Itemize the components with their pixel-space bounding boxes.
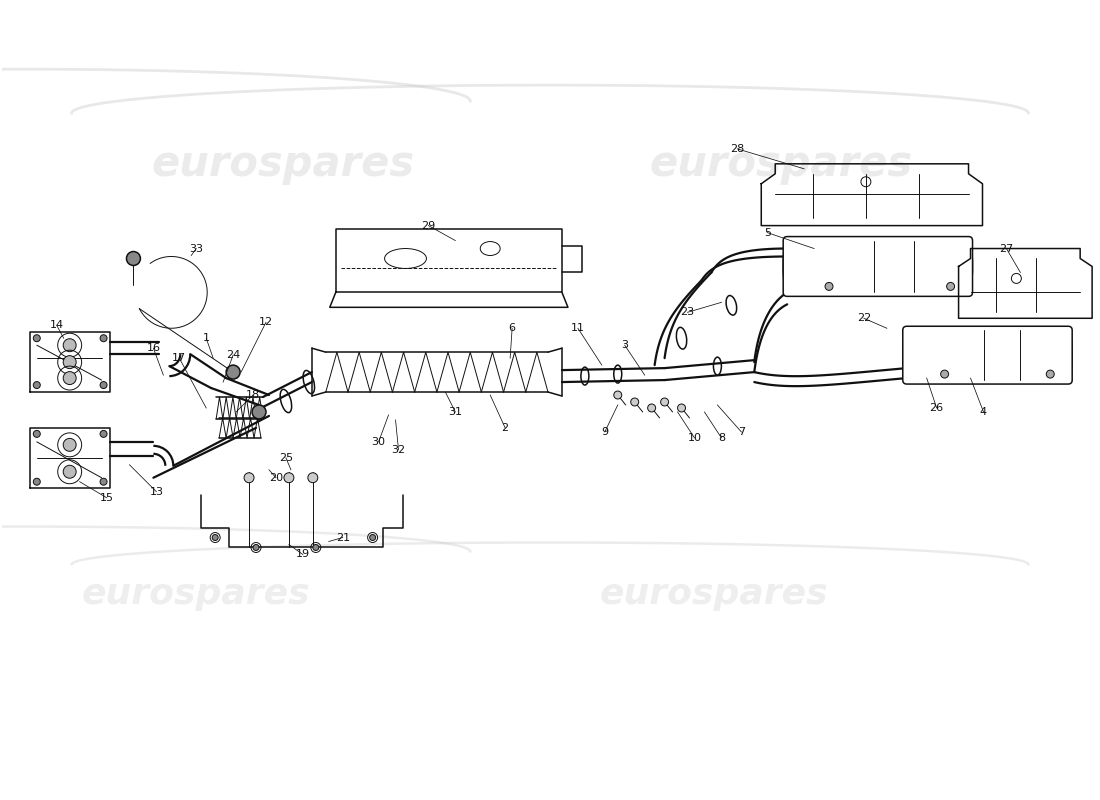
Text: 32: 32 — [392, 445, 406, 455]
Circle shape — [212, 534, 218, 541]
Circle shape — [244, 473, 254, 482]
FancyBboxPatch shape — [903, 326, 1072, 384]
Text: 31: 31 — [449, 407, 462, 417]
Text: 33: 33 — [189, 243, 204, 254]
Circle shape — [63, 438, 76, 451]
Text: 20: 20 — [268, 473, 283, 482]
Text: 15: 15 — [99, 493, 113, 502]
Circle shape — [252, 405, 266, 419]
Text: 27: 27 — [999, 243, 1013, 254]
Circle shape — [100, 382, 107, 389]
Circle shape — [33, 478, 41, 486]
Text: 23: 23 — [681, 307, 694, 318]
Text: 30: 30 — [372, 437, 386, 447]
Text: 9: 9 — [602, 427, 608, 437]
Text: eurospares: eurospares — [81, 578, 310, 611]
Text: eurospares: eurospares — [650, 142, 913, 185]
Circle shape — [33, 334, 41, 342]
Text: 28: 28 — [730, 144, 745, 154]
Text: 16: 16 — [146, 343, 161, 353]
FancyBboxPatch shape — [783, 237, 972, 296]
Text: 13: 13 — [150, 486, 164, 497]
Circle shape — [63, 371, 76, 385]
Text: 3: 3 — [621, 340, 628, 350]
Circle shape — [1046, 370, 1054, 378]
Circle shape — [678, 404, 685, 412]
Circle shape — [100, 430, 107, 438]
Circle shape — [63, 338, 76, 352]
Circle shape — [661, 398, 669, 406]
Circle shape — [126, 251, 141, 266]
Text: 7: 7 — [738, 427, 745, 437]
Text: 25: 25 — [279, 453, 293, 462]
Text: 8: 8 — [718, 433, 725, 443]
Text: 1: 1 — [202, 334, 210, 343]
Text: 2: 2 — [502, 423, 508, 433]
Text: 29: 29 — [421, 221, 436, 230]
Text: 19: 19 — [296, 550, 310, 559]
Text: 22: 22 — [857, 314, 871, 323]
Text: 21: 21 — [336, 533, 350, 542]
Text: 10: 10 — [688, 433, 702, 443]
Text: 5: 5 — [763, 227, 771, 238]
Text: 11: 11 — [571, 323, 585, 334]
Circle shape — [100, 478, 107, 486]
Text: eurospares: eurospares — [600, 578, 828, 611]
Circle shape — [940, 370, 948, 378]
Circle shape — [614, 391, 622, 399]
Text: 24: 24 — [226, 350, 240, 360]
Circle shape — [825, 282, 833, 290]
Circle shape — [947, 282, 955, 290]
Circle shape — [308, 473, 318, 482]
Circle shape — [648, 404, 656, 412]
Circle shape — [370, 534, 375, 541]
Circle shape — [100, 334, 107, 342]
Circle shape — [227, 365, 240, 379]
Circle shape — [312, 545, 319, 550]
Circle shape — [63, 356, 76, 369]
Circle shape — [33, 430, 41, 438]
Text: 18: 18 — [246, 390, 260, 400]
Circle shape — [253, 545, 258, 550]
Text: 17: 17 — [173, 353, 186, 363]
Text: 14: 14 — [50, 320, 64, 330]
Circle shape — [33, 382, 41, 389]
Text: 6: 6 — [508, 323, 516, 334]
Circle shape — [630, 398, 639, 406]
Text: eurospares: eurospares — [152, 142, 415, 185]
Text: 12: 12 — [258, 318, 273, 327]
Text: 4: 4 — [980, 407, 987, 417]
Circle shape — [284, 473, 294, 482]
Text: 26: 26 — [930, 403, 944, 413]
Circle shape — [63, 466, 76, 478]
